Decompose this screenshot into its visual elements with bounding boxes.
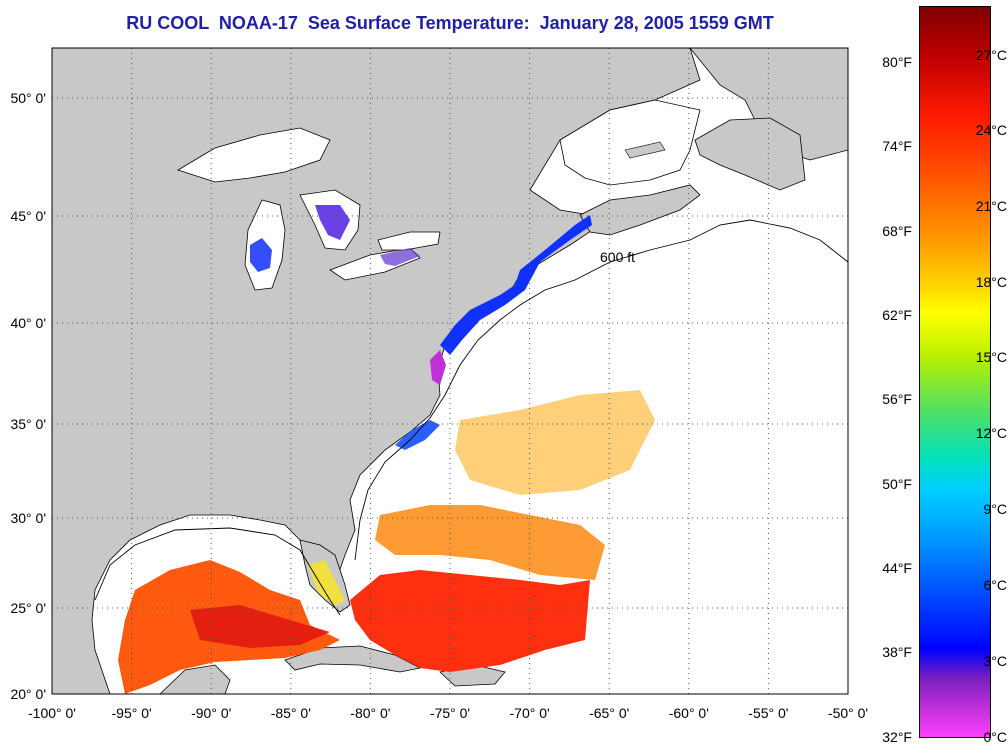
gulf-sst-hot <box>190 605 330 648</box>
chesapeake-sst <box>430 350 446 385</box>
colorbar-fahrenheit-label: 32°F <box>882 729 912 745</box>
isobath-600ft <box>94 219 848 616</box>
lon-tick-label: -75° 0' <box>430 705 470 721</box>
colorbar-fahrenheit-label: 50°F <box>882 476 912 492</box>
anticosti-land <box>624 141 666 159</box>
colorbar-fahrenheit-label: 74°F <box>882 138 912 154</box>
newfoundland-land <box>694 117 806 191</box>
lon-tick-label: -50° 0' <box>828 705 868 721</box>
colorbar-fahrenheit-label: 38°F <box>882 644 912 660</box>
nova-scotia-land <box>579 184 701 236</box>
lon-tick-label: -65° 0' <box>589 705 629 721</box>
colorbar-celsius-label: 15°C <box>975 349 1007 365</box>
lake-michigan-sst <box>250 238 272 272</box>
lat-tick-label: 50° 0' <box>10 90 46 106</box>
lon-tick-label: -55° 0' <box>748 705 788 721</box>
colorbar-celsius-label: 27°C <box>975 47 1007 63</box>
colorbar-celsius-label: 0°C <box>983 729 1008 745</box>
shelf-sst-cold <box>440 215 592 355</box>
colorbar-fahrenheit-label: 68°F <box>882 223 912 239</box>
lat-tick-label: 30° 0' <box>10 510 46 526</box>
lake-ontario <box>377 231 441 251</box>
lat-tick-label: 25° 0' <box>10 600 46 616</box>
lon-tick-label: -85° 0' <box>271 705 311 721</box>
map-title: RU COOL NOAA-17 Sea Surface Temperature:… <box>126 13 774 33</box>
lat-tick-label: 45° 0' <box>10 208 46 224</box>
florida-sst-yellow <box>308 560 345 606</box>
lat-tick-label: 40° 0' <box>10 315 46 331</box>
lon-tick-label: -100° 0' <box>28 705 76 721</box>
north-america-land <box>52 48 701 694</box>
colorbar-fahrenheit-label: 44°F <box>882 560 912 576</box>
colorbar-celsius-label: 12°C <box>975 425 1007 441</box>
lon-tick-label: -90° 0' <box>191 705 231 721</box>
isobath-label: 600 ft <box>600 249 635 265</box>
colorbar-celsius-label: 6°C <box>983 577 1008 593</box>
axis-ticks: -100° 0' -95° 0' -90° 0' -85° 0' -80° 0' -75°… <box>10 90 868 721</box>
lake-superior <box>177 127 331 183</box>
colorbar-fahrenheit-label: 62°F <box>882 307 912 323</box>
bahamas-sst <box>350 570 590 672</box>
colorbar <box>919 6 991 738</box>
colorbar-celsius-label: 9°C <box>983 501 1008 517</box>
colorbar-celsius-label: 21°C <box>975 198 1007 214</box>
lat-tick-label: 35° 0' <box>10 416 46 432</box>
colorbar-fahrenheit-label: 56°F <box>882 391 912 407</box>
cuba-land <box>284 645 422 673</box>
map-frame <box>51 47 849 695</box>
lake-erie-sst <box>380 248 420 266</box>
colorbar-celsius-label: 3°C <box>983 653 1008 669</box>
lat-tick-label: 20° 0' <box>10 686 46 702</box>
lake-huron-sst <box>315 205 350 240</box>
lon-tick-label: -60° 0' <box>669 705 709 721</box>
lon-tick-label: -80° 0' <box>350 705 390 721</box>
colorbar-fahrenheit-label: 80°F <box>882 54 912 70</box>
lon-tick-label: -95° 0' <box>112 705 152 721</box>
yucatan-land <box>159 664 231 694</box>
carolina-sst <box>395 420 440 450</box>
colorbar-celsius-label: 24°C <box>975 122 1007 138</box>
gulf-st-lawrence <box>559 99 701 186</box>
lon-tick-label: -70° 0' <box>510 705 550 721</box>
colorbar-celsius-label: 18°C <box>975 274 1007 290</box>
atlantic-sst-orange <box>375 505 605 580</box>
scattered-sst <box>455 390 655 495</box>
